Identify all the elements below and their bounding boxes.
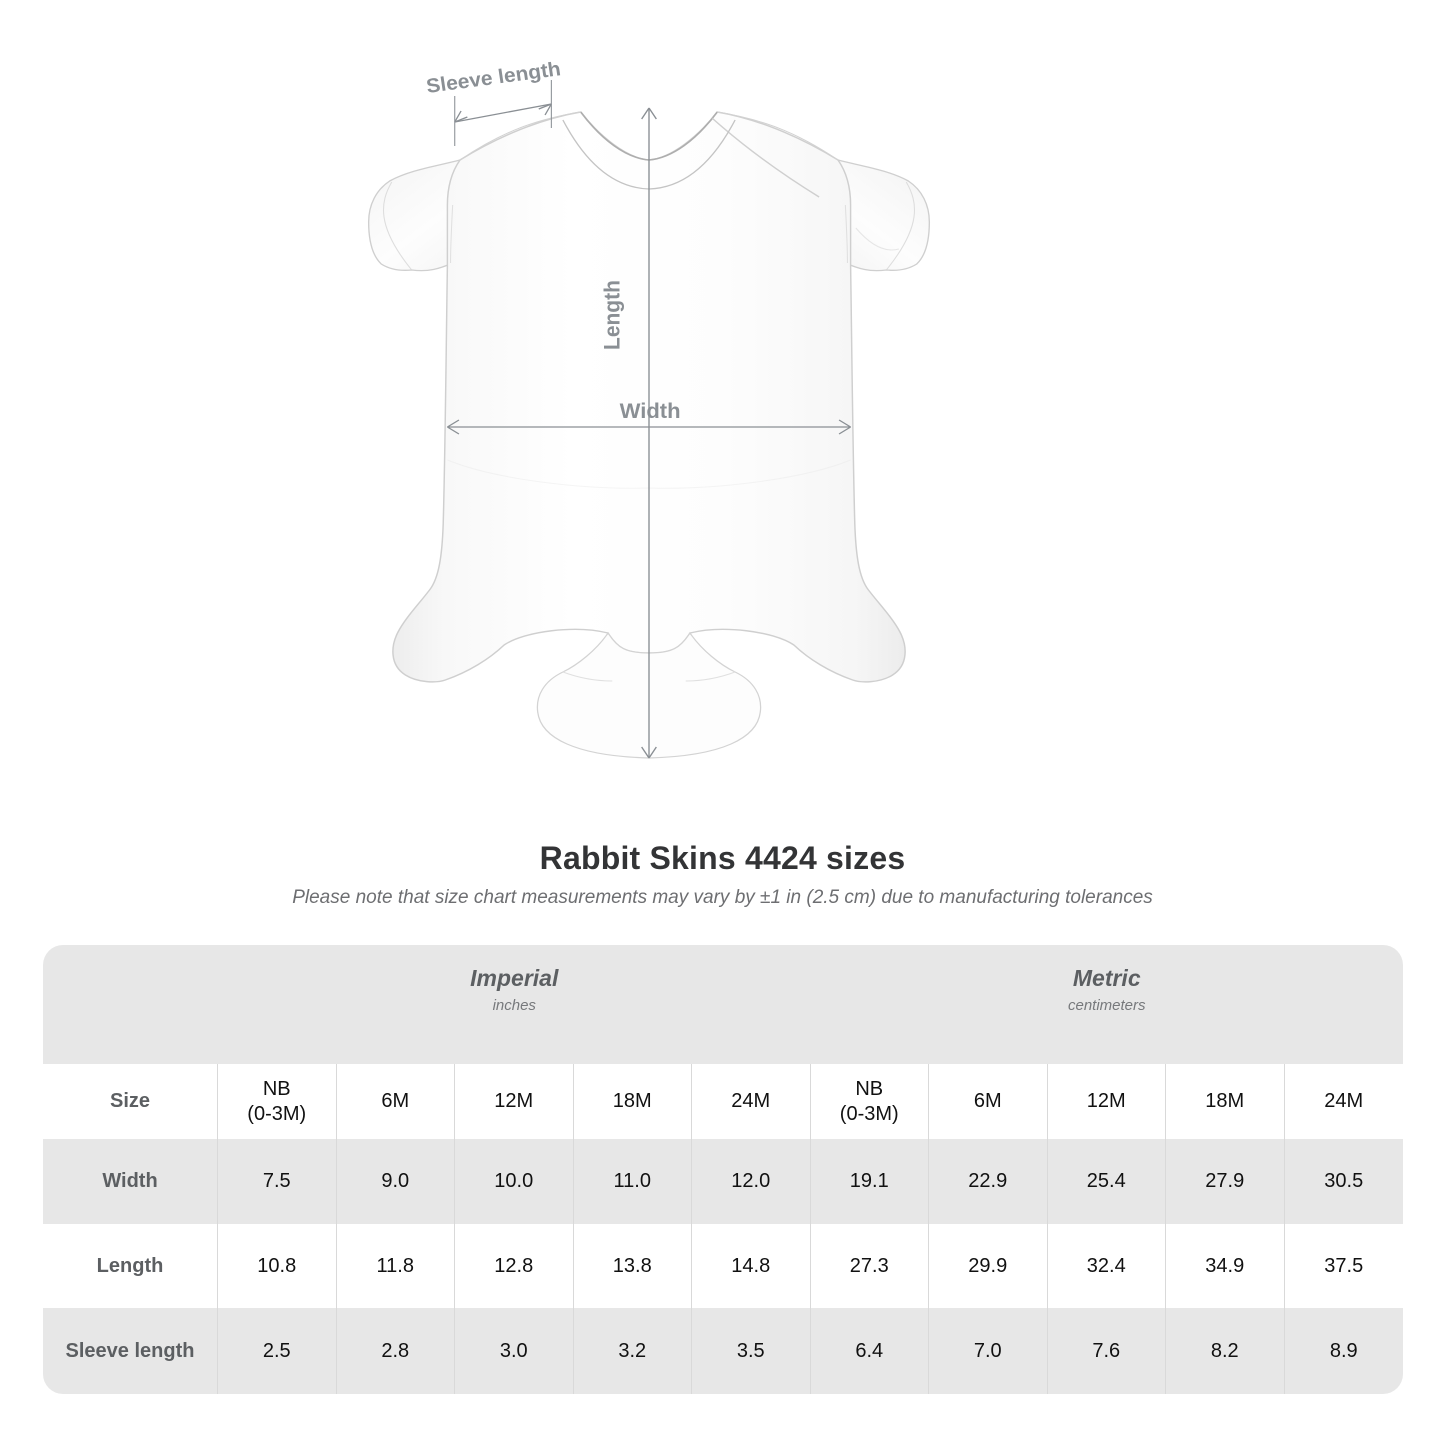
svg-text:Length: Length	[600, 280, 625, 350]
svg-text:Sleeve length: Sleeve length	[425, 58, 562, 98]
svg-text:Width: Width	[620, 399, 681, 422]
